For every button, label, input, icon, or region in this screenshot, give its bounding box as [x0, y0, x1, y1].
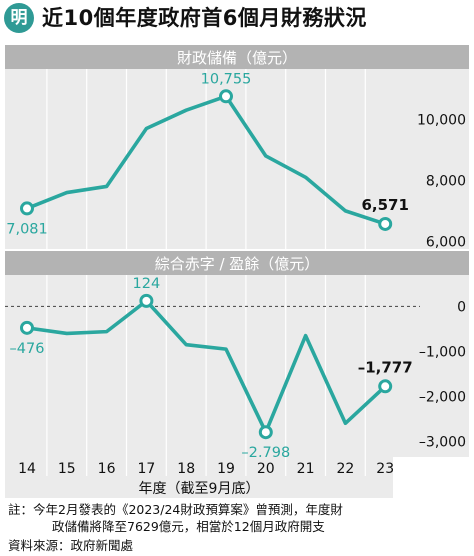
footnote-line-1: 註：今年2月發表的《2023/24財政預算案》曾預測，年度財 [8, 502, 343, 517]
x-axis-label: 年度（截至9月底） [139, 481, 260, 497]
balance-series [20, 293, 393, 440]
balance-series-line [25, 299, 388, 434]
x-tick-label: 19 [217, 461, 235, 477]
reserves-panel-header [5, 45, 469, 69]
x-axis-band [5, 457, 393, 498]
x-tick-label: 17 [137, 461, 155, 477]
balance-panel-background [5, 275, 469, 457]
balance-gridlines [46, 275, 366, 457]
balance-data-point [378, 379, 393, 394]
balance-data-label: –1,777 [358, 358, 413, 376]
x-axis: 14 15 16 17 18 19 20 21 22 23 年度（截至9月底） [5, 457, 394, 498]
reserves-y-ticks: 6,000 8,000 10,000 [417, 112, 466, 250]
reserves-y-tick-label: 8,000 [426, 173, 466, 189]
reserves-series [20, 89, 393, 231]
balance-panel-title: 綜合赤字 / 盈餘（億元） [155, 255, 320, 273]
x-tick-label: 22 [336, 461, 354, 477]
chart-area: 財政儲備（億元） 6,000 8,000 10,000 7,081 10,755 6,5… [5, 45, 469, 498]
x-tick-label: 21 [297, 461, 315, 477]
balance-y-ticks: 0 –1,000 –2,000 –3,000 [419, 299, 466, 450]
balance-data-point [20, 320, 34, 335]
reserves-data-labels: 7,081 10,755 6,571 [6, 71, 409, 237]
x-tick-label: 15 [58, 461, 76, 477]
balance-y-tick-label: –3,000 [419, 434, 466, 450]
reserves-data-label: 6,571 [361, 196, 408, 214]
reserves-data-point [219, 89, 233, 104]
reserves-y-tick-label: 10,000 [417, 112, 466, 128]
reserves-panel-background [5, 69, 469, 249]
balance-data-label: 124 [133, 276, 161, 292]
x-tick-labels: 14 15 16 17 18 19 20 21 22 23 [18, 457, 394, 477]
balance-panel: 綜合赤字 / 盈餘（億元） 0 –1,000 –2,000 –3,000 –476 12… [5, 251, 469, 461]
x-tick-label: 16 [98, 461, 116, 477]
chart-title: 近10個年度政府首6個月財務狀況 [42, 6, 367, 30]
reserves-data-label: 10,755 [201, 71, 252, 87]
x-tick-label: 20 [257, 461, 275, 477]
source-note: 資料來源：政府新聞處 [8, 538, 134, 553]
reserves-data-point [378, 216, 393, 231]
x-tick-label: 14 [18, 461, 36, 477]
header: 明 近10個年度政府首6個月財務狀況 [0, 0, 474, 36]
balance-data-point [258, 425, 273, 440]
footnote-line-2: 政儲備將降至7629億元，相當於12個月政府開支 [52, 519, 325, 534]
publisher-logo: 明 [4, 3, 34, 33]
balance-data-label: –476 [10, 341, 45, 357]
balance-y-tick-label: –2,000 [419, 389, 466, 405]
balance-data-point [139, 293, 154, 308]
balance-y-tick-label: 0 [457, 299, 466, 315]
reserves-y-tick-label: 6,000 [426, 234, 466, 250]
balance-y-tick-label: –1,000 [419, 344, 466, 360]
reserves-panel-title: 財政儲備（億元） [177, 49, 297, 67]
reserves-series-line [25, 94, 388, 226]
reserves-data-point [20, 201, 34, 216]
x-tick-label: 23 [376, 461, 394, 477]
reserves-panel: 財政儲備（億元） 6,000 8,000 10,000 7,081 10,755 6,5… [5, 45, 469, 250]
footnote: 註：今年2月發表的《2023/24財政預算案》曾預測，年度財 政儲備將降至762… [8, 501, 470, 535]
reserves-data-label: 7,081 [6, 221, 48, 237]
x-tick-label: 18 [177, 461, 195, 477]
balance-panel-header [5, 251, 469, 275]
